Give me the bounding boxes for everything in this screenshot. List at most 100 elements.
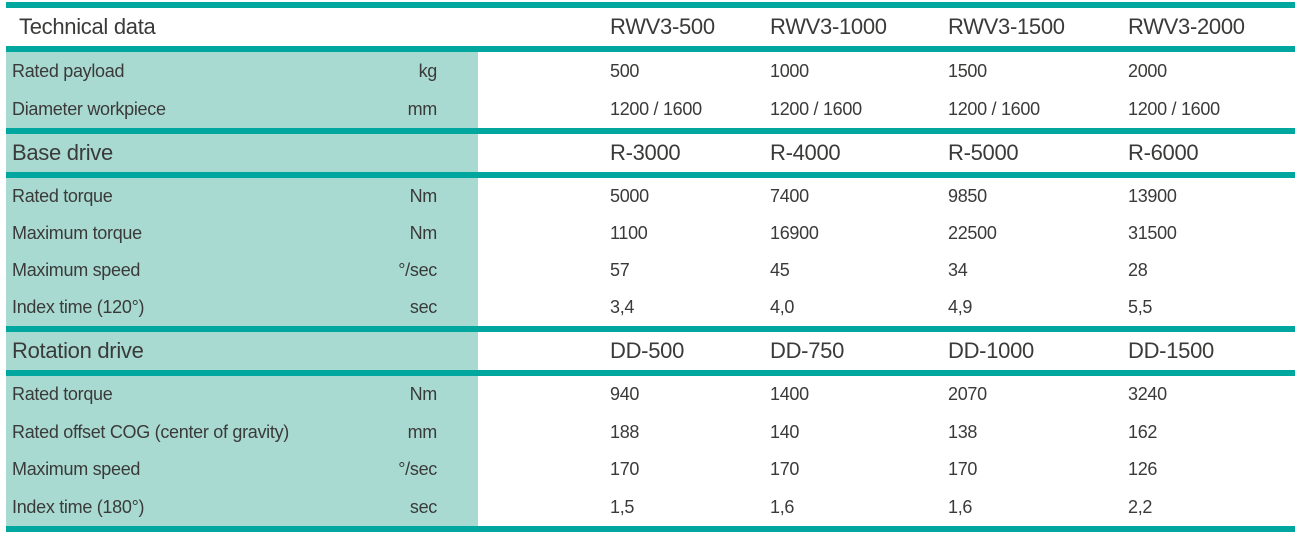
cell-value: 57	[610, 260, 630, 280]
cell-value: 170	[948, 459, 978, 480]
cell-value: 188	[610, 421, 640, 442]
cell-value: 2,2	[1128, 496, 1153, 517]
cell-value: 940	[610, 384, 640, 405]
table-row: Rated payload kg 500 1000 1500 2000	[6, 52, 1295, 90]
row-values: 1,5 1,6 1,6 2,2	[478, 488, 1295, 526]
row-values: 170 170 170 126	[478, 451, 1295, 489]
table-row: Rated torque Nm 940 1400 2070 3240	[6, 376, 1295, 414]
row-label: Rated torque	[12, 384, 113, 405]
row-unit: Nm	[409, 223, 438, 243]
section-divider	[6, 46, 1295, 52]
row-label: Diameter workpiece	[12, 98, 166, 119]
section-divider	[6, 326, 1295, 332]
cell-value: 170	[610, 459, 640, 480]
row-values: 5000 7400 9850 13900	[478, 178, 1295, 215]
table-header-row: Technical data RWV3-500 RWV3-1000 RWV3-1…	[6, 8, 1295, 46]
cell-value: 138	[948, 421, 978, 442]
section-model-cells: DD-500 DD-750 DD-1000 DD-1500	[478, 332, 1295, 370]
row-label: Maximum speed	[12, 459, 141, 480]
cell-value: 22500	[948, 223, 997, 243]
cell-value: 2070	[948, 384, 987, 405]
model-header: RWV3-2000	[1128, 14, 1245, 39]
technical-data-table: Technical data RWV3-500 RWV3-1000 RWV3-1…	[6, 2, 1295, 532]
row-unit: kg	[418, 60, 438, 81]
cell-value: 1,5	[610, 496, 635, 517]
cell-value: 3240	[1128, 384, 1167, 405]
bottom-divider	[6, 526, 1295, 532]
cell-value: 5000	[610, 186, 649, 206]
section-model: DD-1500	[1128, 338, 1214, 363]
section-title-cell: Base drive	[6, 134, 478, 172]
row-label-panel: Rated torque Nm	[6, 376, 478, 414]
section-title: Base drive	[12, 140, 113, 165]
cell-value: 1500	[948, 60, 987, 81]
section-model: DD-1000	[948, 338, 1034, 363]
row-unit: mm	[407, 98, 438, 119]
cell-value: 1,6	[948, 496, 973, 517]
cell-value: 126	[1128, 459, 1158, 480]
cell-value: 2000	[1128, 60, 1167, 81]
section-header-row: Base drive R-3000 R-4000 R-5000 R-6000	[6, 134, 1295, 172]
table-row: Rated torque Nm 5000 7400 9850 13900	[6, 178, 1295, 215]
row-label: Rated payload	[12, 60, 125, 81]
row-unit: mm	[407, 421, 438, 442]
cell-value: 4,9	[948, 297, 973, 317]
section-header-row: Rotation drive DD-500 DD-750 DD-1000 DD-…	[6, 332, 1295, 370]
cell-value: 28	[1128, 260, 1148, 280]
model-header: RWV3-500	[610, 14, 715, 39]
section-model: DD-750	[770, 338, 845, 363]
section-model: R-4000	[770, 140, 841, 165]
row-unit: °/sec	[398, 260, 437, 280]
section-title-cell: Rotation drive	[6, 332, 478, 370]
row-values: 940 1400 2070 3240	[478, 376, 1295, 414]
cell-value: 1200 / 1600	[1128, 98, 1220, 119]
row-label-panel: Diameter workpiece mm	[6, 90, 478, 128]
model-header: RWV3-1500	[948, 14, 1065, 39]
cell-value: 9850	[948, 186, 987, 206]
row-label-panel: Rated payload kg	[6, 52, 478, 90]
cell-value: 140	[770, 421, 800, 442]
cell-value: 1200 / 1600	[610, 98, 702, 119]
table-row: Maximum speed °/sec 57 45 34 28	[6, 252, 1295, 289]
cell-value: 162	[1128, 421, 1158, 442]
table-title: Technical data	[19, 14, 156, 39]
cell-value: 3,4	[610, 297, 635, 317]
model-header-cells: RWV3-500 RWV3-1000 RWV3-1500 RWV3-2000	[478, 8, 1295, 46]
section-model: DD-500	[610, 338, 685, 363]
row-values: 57 45 34 28	[478, 252, 1295, 289]
section-divider	[6, 370, 1295, 376]
row-values: 1100 16900 22500 31500	[478, 215, 1295, 252]
table-row: Diameter workpiece mm 1200 / 1600 1200 /…	[6, 90, 1295, 128]
row-label-panel: Index time (120°) sec	[6, 289, 478, 326]
row-values: 1200 / 1600 1200 / 1600 1200 / 1600 1200…	[478, 90, 1295, 128]
row-label: Maximum speed	[12, 260, 141, 280]
section-title: Rotation drive	[12, 338, 144, 363]
cell-value: 170	[770, 459, 800, 480]
row-unit: Nm	[409, 384, 438, 405]
table-row: Index time (120°) sec 3,4 4,0 4,9 5,5	[6, 289, 1295, 326]
row-values: 500 1000 1500 2000	[478, 52, 1295, 90]
cell-value: 16900	[770, 223, 819, 243]
row-label-panel: Rated offset COG (center of gravity) mm	[6, 413, 478, 451]
row-label: Rated torque	[12, 186, 113, 206]
cell-value: 1100	[610, 223, 648, 243]
cell-value: 45	[770, 260, 790, 280]
cell-value: 4,0	[770, 297, 795, 317]
row-label-panel: Maximum speed °/sec	[6, 252, 478, 289]
cell-value: 7400	[770, 186, 809, 206]
row-label: Index time (180°)	[12, 496, 145, 517]
cell-value: 1200 / 1600	[948, 98, 1040, 119]
row-values: 188 140 138 162	[478, 413, 1295, 451]
section-model: R-3000	[610, 140, 681, 165]
section-model: R-5000	[948, 140, 1019, 165]
row-unit: sec	[409, 297, 437, 317]
header-title-cell: Technical data	[6, 8, 478, 46]
table-row: Rated offset COG (center of gravity) mm …	[6, 413, 1295, 451]
row-label-panel: Rated torque Nm	[6, 178, 478, 215]
row-label: Rated offset COG (center of gravity)	[12, 421, 289, 442]
row-unit: °/sec	[398, 459, 437, 480]
cell-value: 31500	[1128, 223, 1177, 243]
model-header: RWV3-1000	[770, 14, 887, 39]
row-values: 3,4 4,0 4,9 5,5	[478, 289, 1295, 326]
section-divider	[6, 172, 1295, 178]
